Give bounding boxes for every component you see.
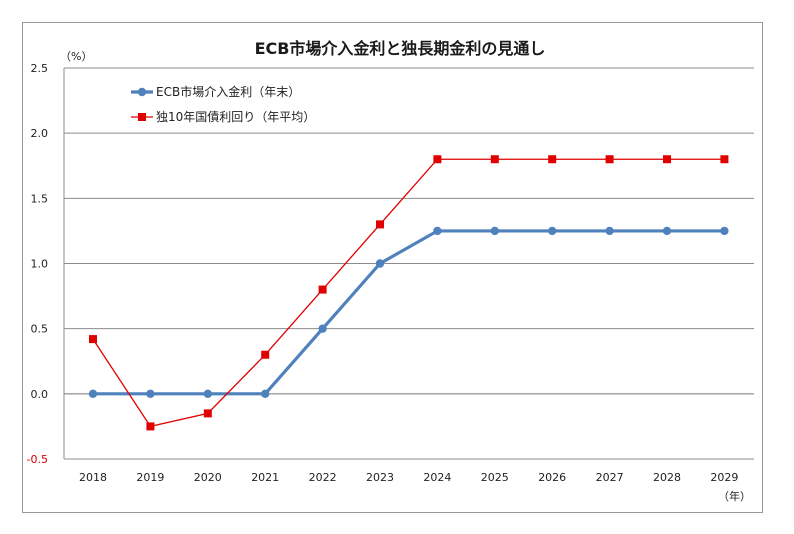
series-line xyxy=(93,229,725,396)
x-tick-label: 2022 xyxy=(309,471,337,484)
data-point-square xyxy=(146,422,155,431)
data-point-circle xyxy=(375,259,385,268)
data-point-circle xyxy=(433,226,442,236)
legend-marker-circle xyxy=(137,87,147,97)
legend: ECB市場介入金利（年末） 独10年国債利回り（年平均） xyxy=(131,84,315,124)
grid-layer xyxy=(63,67,754,460)
x-tick-label: 2028 xyxy=(653,471,681,484)
y-axis-unit: （%） xyxy=(60,50,92,63)
x-axis-unit: （年） xyxy=(718,489,751,503)
y-tick-label: 2.0 xyxy=(31,127,49,140)
data-point-square xyxy=(433,155,442,164)
data-point-circle xyxy=(261,389,270,399)
legend-label: ECB市場介入金利（年末） xyxy=(156,84,300,99)
data-point-square xyxy=(605,155,614,164)
x-tick-label: 2026 xyxy=(538,471,566,484)
y-tick-label: -0.5 xyxy=(27,453,48,466)
series-layer xyxy=(88,155,729,431)
data-point-circle xyxy=(490,226,499,236)
x-tick-label: 2024 xyxy=(423,471,451,484)
data-point-circle xyxy=(318,324,327,333)
data-point-circle xyxy=(720,226,729,236)
data-point-square xyxy=(490,155,499,164)
data-point-circle xyxy=(662,226,672,236)
data-point-circle xyxy=(605,226,614,236)
x-tick-label: 2025 xyxy=(481,471,509,484)
y-tick-label: 1.5 xyxy=(31,192,49,205)
y-tick-label: 1.0 xyxy=(31,258,49,271)
x-tick-labels: 2018 2019 2020 2021 2022 2023 2024 2025 2026 2027… xyxy=(79,471,738,484)
data-point-square xyxy=(89,335,97,344)
data-point-square xyxy=(376,220,384,229)
data-point-square xyxy=(548,155,557,164)
data-point-square xyxy=(663,155,671,164)
data-point-square xyxy=(720,155,729,164)
x-tick-label: 2023 xyxy=(366,471,394,484)
data-point-square xyxy=(261,350,270,359)
x-tick-label: 2019 xyxy=(136,471,164,484)
legend-marker-square xyxy=(138,113,146,121)
x-tick-label: 2020 xyxy=(194,471,222,484)
x-tick-label: 2021 xyxy=(251,471,279,484)
x-tick-label: 2027 xyxy=(596,471,624,484)
y-tick-label: 0.5 xyxy=(31,323,49,336)
y-tick-label: 2.5 xyxy=(31,62,49,75)
data-point-circle xyxy=(146,389,155,399)
x-tick-label: 2029 xyxy=(710,471,738,484)
x-tick-label: 2018 xyxy=(79,471,107,484)
data-point-circle xyxy=(88,389,98,399)
data-point-square xyxy=(318,285,327,294)
series-line xyxy=(92,158,725,428)
data-point-circle xyxy=(548,226,557,236)
y-tick-labels: 2.5 2.0 1.5 1.0 0.5 0.0 -0.5 xyxy=(27,62,48,466)
y-tick-label: 0.0 xyxy=(31,388,49,401)
data-point-square xyxy=(203,409,212,418)
chart-title: ECB市場介入金利と独長期金利の見通し xyxy=(255,39,546,58)
chart-frame xyxy=(22,22,763,513)
data-point-circle xyxy=(203,389,212,399)
legend-label: 独10年国債利回り（年平均） xyxy=(156,109,315,124)
